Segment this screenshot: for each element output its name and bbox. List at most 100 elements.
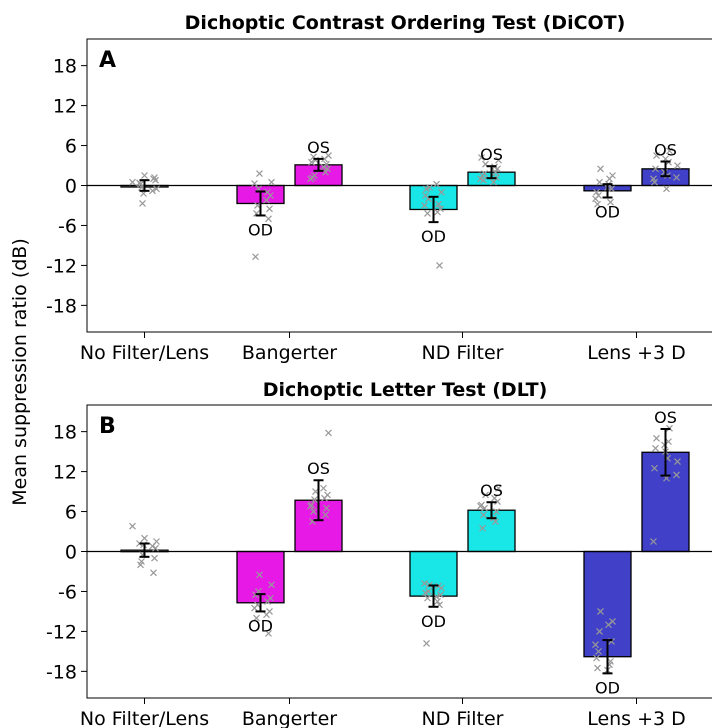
panel-b-y-tick-label: -6 — [58, 581, 77, 603]
panel-b-data-point-stroke — [492, 518, 499, 525]
panel-b-data-point — [650, 538, 657, 545]
panel-b-data-point-stroke — [307, 502, 314, 510]
panel-b-data-point-stroke — [253, 614, 260, 622]
panel-a-y-tick-label: 18 — [53, 56, 77, 78]
panel-b-data-point-stroke — [310, 508, 317, 515]
panel-a-y-tick-label: -6 — [58, 215, 77, 237]
panel-a-data-point-stroke — [653, 152, 660, 159]
panel-a-data-point-stroke — [322, 168, 329, 176]
panel-a-data-point — [666, 147, 673, 155]
panel-b-data-point — [437, 591, 444, 599]
panel-b-title: Dichoptic Letter Test (DLT) — [263, 379, 548, 401]
panel-a-letter: A — [99, 48, 116, 73]
panel-a-data-point — [490, 178, 497, 186]
panel-b-data-point — [477, 502, 484, 510]
panel-b-data-point — [150, 569, 157, 577]
panel-b-data-point — [141, 534, 148, 542]
panel-a-y-tick-label: 12 — [53, 96, 77, 118]
panel-a-data-point-stroke — [153, 185, 160, 193]
panel-a-data-point — [265, 215, 272, 223]
panel-b-x-tick-label: No Filter/Lens — [80, 708, 209, 728]
panel-a-data-point — [653, 152, 660, 159]
panel-a: Dichoptic Contrast Ordering Test (DiCOT)… — [46, 12, 712, 364]
panel-b-data-point-stroke — [652, 444, 659, 452]
panel-b-y-tick-label: 6 — [65, 502, 77, 524]
panel-a-data-point — [266, 205, 273, 213]
panel-a-data-point — [606, 175, 613, 183]
panel-a-data-point-stroke — [663, 185, 670, 193]
panel-b-data-point-stroke — [494, 498, 501, 505]
panel-a-data-point — [268, 178, 275, 186]
panel-b-data-point-stroke — [592, 641, 599, 649]
panel-b-data-point-stroke — [424, 594, 431, 602]
panel-a-data-point — [149, 187, 156, 195]
panel-b-data-point-stroke — [322, 511, 329, 519]
panel-b-data-point — [264, 598, 271, 605]
panel-b-data-point-stroke — [493, 508, 500, 515]
panel-b-bar-label-os: OS — [654, 408, 677, 427]
panel-b-data-point — [137, 561, 144, 569]
panel-b-data-point-stroke — [323, 504, 330, 512]
panel-a-data-point-stroke — [422, 192, 429, 199]
panel-a-data-point — [320, 163, 327, 171]
panel-a-x-tick-label: Lens +3 D — [587, 342, 686, 364]
panel-a-y-tick-label: -18 — [46, 295, 77, 317]
panel-b-bar-label-os: OS — [307, 459, 330, 478]
panel-a-data-point — [495, 156, 502, 164]
panel-b-data-point-stroke — [150, 569, 157, 577]
panel-a-data-point — [435, 200, 442, 208]
panel-a-y-tick-label: 6 — [65, 136, 77, 158]
panel-b-data-point — [653, 434, 660, 442]
panel-a-marks: 18 12 6 0 -6 -12 -18 No Filter/Lens Bangerter ND … — [46, 56, 712, 364]
panel-a-bar-label-os: OS — [480, 145, 503, 164]
panel-a-data-point — [596, 178, 603, 186]
panel-a-data-point-stroke — [492, 168, 499, 176]
panel-b-data-point-stroke — [593, 654, 600, 662]
panel-a-data-point-stroke — [310, 153, 317, 161]
panel-b-data-point — [307, 502, 314, 510]
panel-a-data-point — [139, 200, 146, 207]
panel-a-data-point — [438, 188, 445, 196]
panel-a-data-point-stroke — [650, 175, 657, 183]
panel-b-data-point — [256, 571, 263, 579]
panel-b-data-point-stroke — [268, 581, 275, 589]
panel-b-data-point — [251, 604, 258, 612]
panel-b-data-point-stroke — [438, 584, 445, 592]
panel-b-x-tick-label: ND Filter — [422, 708, 504, 728]
panel-b-data-point — [592, 641, 599, 649]
panel-b-data-point — [480, 511, 487, 519]
panel-a-data-point-stroke — [651, 178, 658, 186]
panel-a-data-point — [479, 172, 486, 179]
panel-b-data-point-stroke — [129, 522, 136, 530]
panel-a-data-point-stroke — [438, 188, 445, 196]
panel-b-data-point — [323, 504, 330, 512]
panel-a-data-point-stroke — [264, 188, 271, 196]
panel-a-x-tick-label: No Filter/Lens — [80, 342, 209, 364]
panel-a-data-point-stroke — [251, 180, 258, 187]
panel-b-letter: B — [99, 414, 116, 439]
panel-a-data-point — [436, 261, 443, 269]
panel-b-bar-label-od: OD — [595, 678, 620, 697]
panel-a-data-point — [492, 168, 499, 176]
panel-a-data-point-stroke — [652, 165, 659, 173]
panel-a-data-point-stroke — [149, 187, 156, 195]
panel-a-data-point-stroke — [268, 178, 275, 186]
panel-b-x-tick-label: Bangerter — [242, 708, 337, 728]
panel-b-data-point — [424, 594, 431, 602]
panel-a-data-point-stroke — [320, 163, 327, 171]
panel-a-data-point — [608, 185, 615, 193]
panel-b-data-point — [605, 621, 612, 629]
panel-a-title: Dichoptic Contrast Ordering Test (DiCOT) — [185, 12, 626, 34]
panel-b-data-point-stroke — [480, 511, 487, 519]
panel-a-data-point-stroke — [253, 210, 260, 217]
panel-b-marks: 18 12 6 0 -6 -12 -18 No Filter/Lens Bangerter ND … — [46, 408, 712, 728]
panel-b-data-point — [493, 508, 500, 515]
panel-a-data-point — [264, 188, 271, 196]
panel-b-bar-label-od: OD — [421, 612, 446, 631]
panel-b-data-point — [310, 508, 317, 515]
panel-b-data-point-stroke — [477, 502, 484, 510]
panel-b-data-point-stroke — [263, 611, 270, 619]
panel-a-data-point-stroke — [129, 178, 136, 186]
panel-a-data-point — [674, 162, 681, 169]
